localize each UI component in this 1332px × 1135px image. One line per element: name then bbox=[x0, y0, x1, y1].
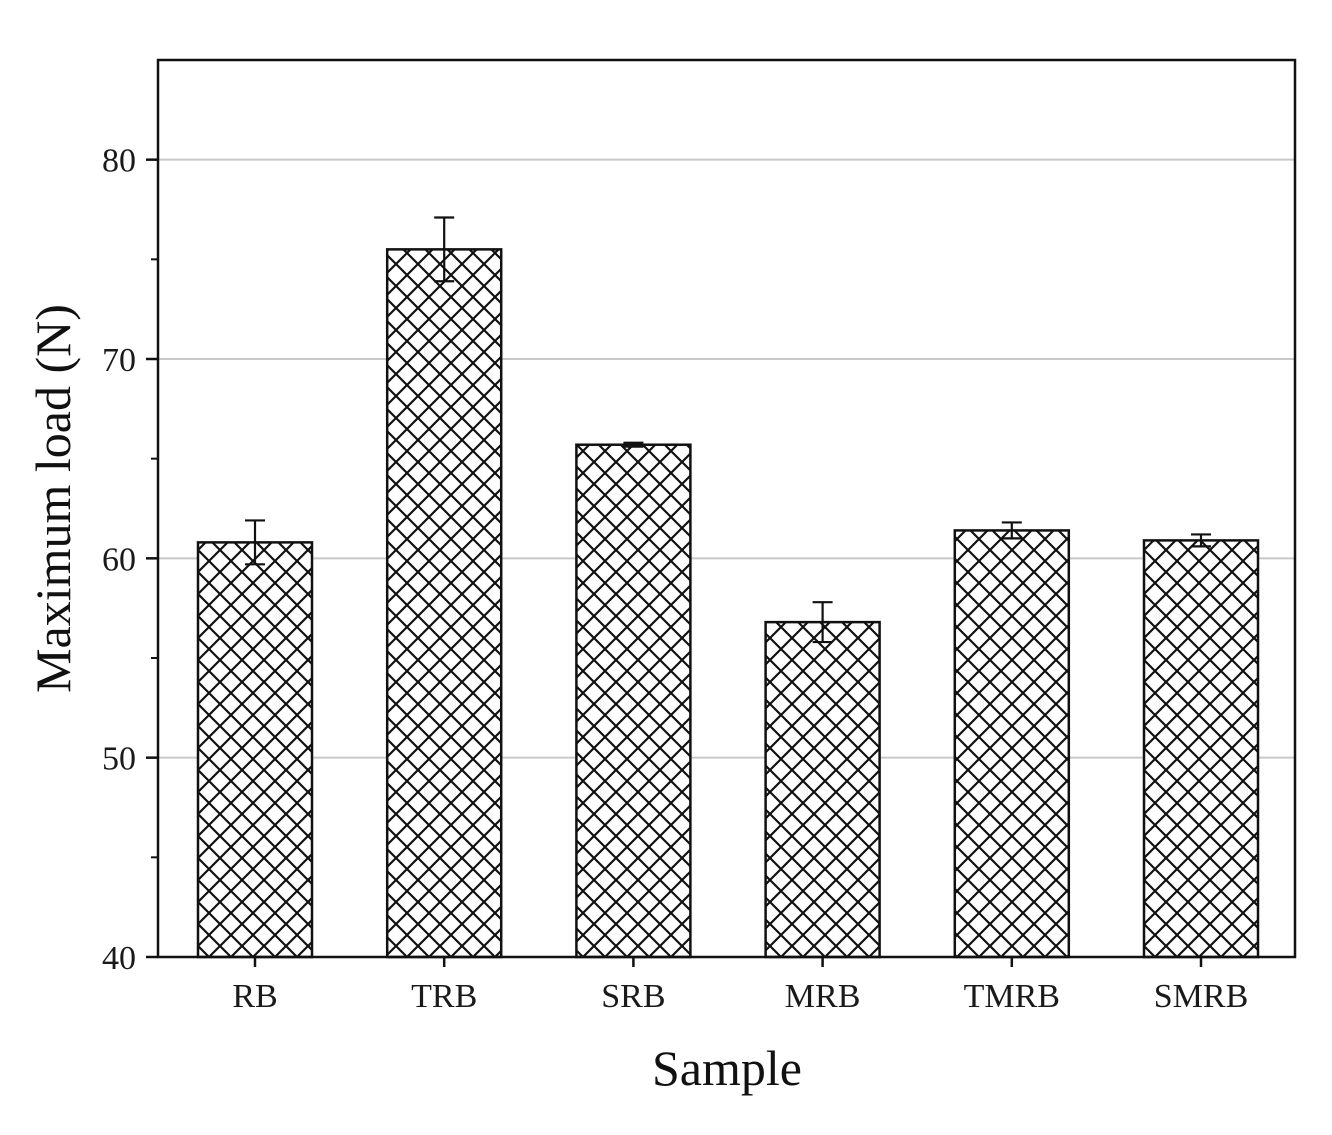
x-tick-label-mrb: MRB bbox=[785, 978, 861, 1015]
x-tick-label-srb: SRB bbox=[601, 978, 665, 1015]
x-tick-label-smrb: SMRB bbox=[1154, 978, 1249, 1015]
x-tick-label-rb: RB bbox=[232, 978, 277, 1015]
bar-rb bbox=[196, 541, 314, 959]
y-tick-label: 80 bbox=[102, 143, 136, 180]
x-tick-label-tmrb: TMRB bbox=[964, 978, 1060, 1015]
plot-frame bbox=[156, 58, 1297, 959]
y-tick-label: 50 bbox=[102, 741, 136, 778]
y-tick-label: 60 bbox=[102, 541, 136, 578]
x-axis-ticks: RB TRB SRB MRB TMRB SMRB bbox=[232, 957, 1248, 1015]
x-axis-title: Sample bbox=[652, 1040, 802, 1096]
y-axis-title: Maximum load (N) bbox=[25, 304, 81, 693]
error-bars bbox=[245, 216, 1211, 644]
bar-mrb bbox=[764, 620, 881, 959]
bars bbox=[196, 248, 1260, 959]
grid-lines bbox=[158, 158, 1295, 759]
bar-tmrb bbox=[953, 529, 1071, 959]
bar-srb bbox=[575, 443, 692, 959]
bar-trb bbox=[385, 248, 503, 959]
y-tick-label: 70 bbox=[102, 342, 136, 379]
bar-smrb bbox=[1142, 539, 1260, 959]
y-axis-ticks: 40 50 60 70 80 bbox=[102, 143, 158, 977]
x-tick-label-trb: TRB bbox=[411, 978, 477, 1015]
y-tick-label: 40 bbox=[102, 940, 136, 977]
